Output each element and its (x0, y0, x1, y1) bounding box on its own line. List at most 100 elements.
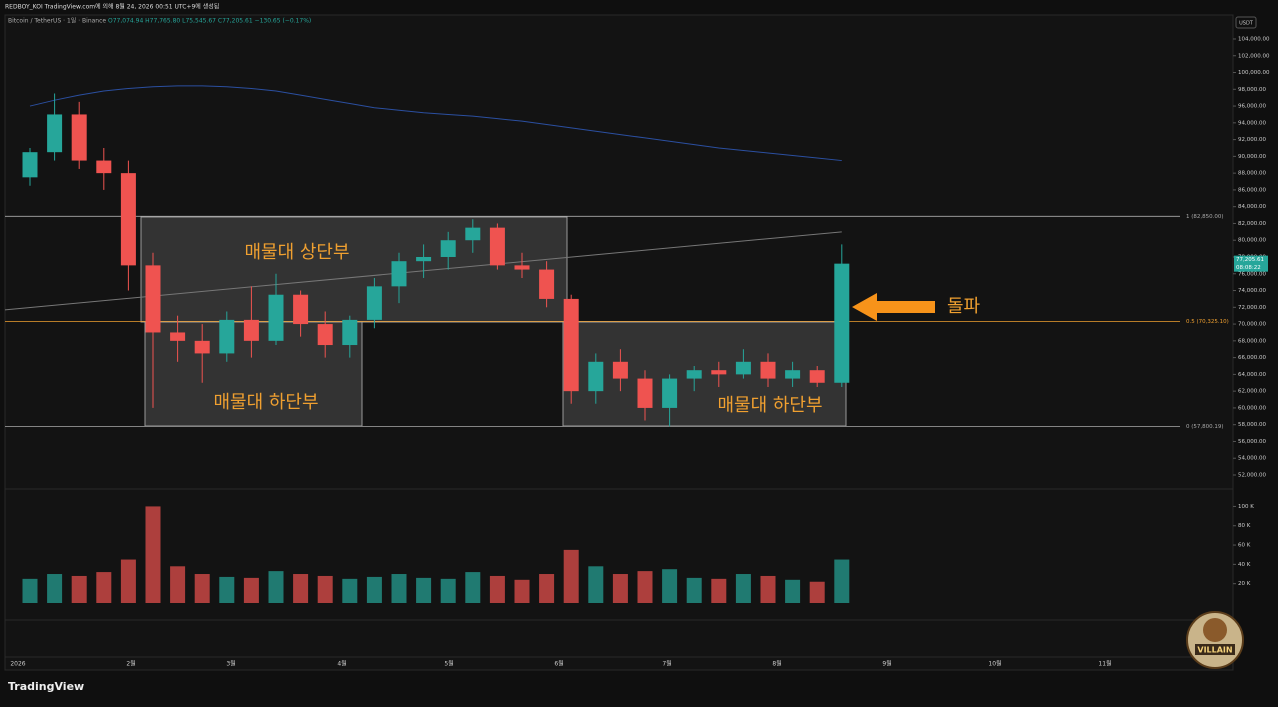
volume-bar (440, 578, 456, 603)
y-tick-label: 84,000.00 (1238, 204, 1266, 210)
x-tick-label: 5월 (444, 660, 453, 668)
price-tag (1234, 255, 1268, 272)
volume-bar (317, 575, 333, 603)
y-tick-label: 100,000.00 (1238, 70, 1270, 76)
volume-bar (809, 581, 825, 603)
volume-bar (686, 577, 702, 603)
annotation: 돌파 (947, 296, 981, 317)
last-price: 77,205.61 (1236, 257, 1264, 263)
fib-label: 0 (57,800.19) (1186, 424, 1224, 430)
y-tick-label: 52,000.00 (1238, 473, 1266, 479)
x-tick-label: 2026 (10, 661, 25, 668)
annotation: 매물대 하단부 (213, 392, 318, 413)
y-tick-label: 88,000.00 (1238, 171, 1266, 177)
x-tick-label: 9월 (882, 660, 891, 668)
candle-body (809, 370, 825, 383)
candle-body (219, 319, 235, 354)
candle-body (785, 370, 801, 379)
volume-bar (145, 506, 161, 603)
volume-bar (342, 578, 358, 603)
candle-body (735, 361, 751, 375)
y-tick-label: 76,000.00 (1238, 271, 1266, 277)
candle-body (71, 114, 87, 161)
candle-body (489, 227, 505, 266)
candle-body (760, 361, 776, 379)
volume-bar (514, 579, 530, 603)
volume-bar (391, 574, 407, 603)
volume-bar (219, 576, 235, 603)
volume-bar (120, 559, 136, 603)
volume-bar (785, 579, 801, 603)
volume-bar (760, 575, 776, 603)
badge-text: VILLAIN (1197, 646, 1232, 655)
caption: REDBOY_KOI TradingView.com에 의해 8월 24, 20… (5, 3, 219, 11)
y-tick-label: 102,000.00 (1238, 53, 1270, 59)
volume-bar (268, 571, 284, 603)
annotation: 매물대 하단부 (717, 395, 822, 416)
candle-body (268, 294, 284, 341)
volume-bar (96, 572, 112, 603)
brand: TradingView (8, 680, 84, 693)
volume-bar (170, 566, 186, 603)
candle-body (194, 340, 210, 354)
volume-tick-label: 20 K (1238, 581, 1251, 587)
volume-bar (539, 574, 555, 603)
candle-body (563, 298, 579, 392)
volume-bar (735, 574, 751, 603)
candle-body (170, 332, 186, 341)
y-tick-label: 54,000.00 (1238, 456, 1266, 462)
volume-bar (293, 574, 309, 603)
volume-tick-label: 80 K (1238, 523, 1251, 529)
y-tick-label: 60,000.00 (1238, 405, 1266, 411)
annotation: 매물대 상단부 (244, 242, 349, 263)
candle-body (243, 319, 259, 341)
y-tick-label: 98,000.00 (1238, 87, 1266, 93)
candle-body (96, 160, 112, 174)
volume-bar (243, 577, 259, 603)
candle-body (366, 286, 382, 320)
fib-label: 1 (82,850.00) (1186, 214, 1224, 220)
candle-body (120, 173, 136, 266)
y-tick-label: 68,000.00 (1238, 338, 1266, 344)
volume-bar (711, 578, 727, 603)
y-tick-label: 90,000.00 (1238, 154, 1266, 160)
y-tick-label: 62,000.00 (1238, 389, 1266, 395)
volume-bar (612, 574, 628, 603)
volume-bar (465, 572, 481, 603)
candle-body (588, 361, 604, 392)
volume-bar (22, 578, 38, 603)
volume-tick-label: 40 K (1238, 562, 1251, 568)
volume-bar (588, 566, 604, 603)
volume-bar (366, 576, 382, 603)
volume-bar (637, 571, 653, 603)
candle-body (145, 265, 161, 333)
candle-body (317, 324, 333, 346)
candle-body (539, 269, 555, 299)
y-tick-label: 86,000.00 (1238, 187, 1266, 193)
x-tick-label: 2월 (126, 660, 135, 668)
x-tick-label: 11월 (1098, 660, 1111, 668)
candle-body (711, 370, 727, 375)
volume-bar (194, 574, 210, 603)
volume-bar (563, 549, 579, 603)
candle-body (834, 263, 850, 383)
volume-bar (489, 575, 505, 603)
y-tick-label: 104,000.00 (1238, 36, 1270, 42)
y-tick-label: 92,000.00 (1238, 137, 1266, 143)
candle-body (662, 378, 678, 408)
candle-body (342, 319, 358, 346)
y-tick-label: 80,000.00 (1238, 238, 1266, 244)
volume-bar (662, 569, 678, 603)
y-tick-label: 64,000.00 (1238, 372, 1266, 378)
candle-body (293, 294, 309, 325)
y-tick-label: 74,000.00 (1238, 288, 1266, 294)
candle-body (391, 261, 407, 287)
x-tick-label: 10월 (988, 660, 1001, 668)
candle-body (612, 361, 628, 379)
candle-body (514, 265, 530, 270)
candle-body (47, 114, 63, 153)
y-tick-label: 70,000.00 (1238, 322, 1266, 328)
volume-tick-label: 100 K (1238, 504, 1254, 510)
